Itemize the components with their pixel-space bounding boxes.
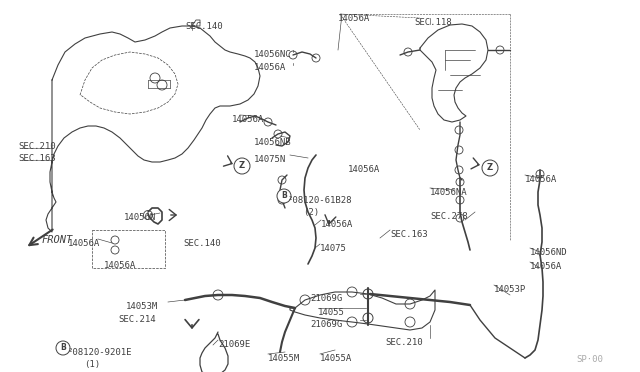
Text: SEC.140: SEC.140 — [183, 239, 221, 248]
Text: 14053P: 14053P — [494, 285, 526, 294]
Text: 14075N: 14075N — [254, 155, 286, 164]
Text: ²08120-61B28: ²08120-61B28 — [288, 196, 353, 205]
Text: 21069G: 21069G — [310, 320, 342, 329]
Text: SEC.214: SEC.214 — [118, 315, 156, 324]
Text: (1): (1) — [84, 360, 100, 369]
Text: FRONT: FRONT — [42, 235, 73, 245]
Text: 14056A: 14056A — [104, 261, 136, 270]
Text: 14056NA: 14056NA — [430, 188, 468, 197]
Text: 14055A: 14055A — [320, 354, 352, 363]
Text: SEC.210: SEC.210 — [18, 142, 56, 151]
Text: 14056A: 14056A — [254, 63, 286, 72]
Text: 21069E: 21069E — [218, 340, 250, 349]
Text: 14056A: 14056A — [530, 262, 563, 271]
Text: 14056NC: 14056NC — [254, 50, 292, 59]
Text: 14055M: 14055M — [268, 354, 300, 363]
Text: SP·00: SP·00 — [576, 355, 603, 364]
Text: SEC.118: SEC.118 — [414, 18, 452, 27]
Text: 14056A: 14056A — [348, 165, 380, 174]
Circle shape — [56, 341, 70, 355]
Text: SEC.140: SEC.140 — [185, 22, 223, 31]
Text: Z: Z — [239, 161, 245, 170]
Text: 14075: 14075 — [320, 244, 347, 253]
Text: SEC.163: SEC.163 — [18, 154, 56, 163]
Text: 14053M: 14053M — [126, 302, 158, 311]
Text: 14056A: 14056A — [68, 239, 100, 248]
Text: 14056NB: 14056NB — [254, 138, 292, 147]
Text: SEC.163: SEC.163 — [390, 230, 428, 239]
Text: (2): (2) — [303, 208, 319, 217]
Text: 21069G: 21069G — [310, 294, 342, 303]
Text: B: B — [60, 343, 66, 353]
Text: SEC.210: SEC.210 — [385, 338, 422, 347]
Text: 14056A: 14056A — [525, 175, 557, 184]
Text: Z: Z — [487, 164, 493, 173]
Text: 14055: 14055 — [318, 308, 345, 317]
Text: 14056A: 14056A — [321, 220, 353, 229]
Text: 14056N: 14056N — [124, 213, 156, 222]
Circle shape — [277, 189, 291, 203]
Text: SEC.278: SEC.278 — [430, 212, 468, 221]
Text: 14056A: 14056A — [338, 14, 371, 23]
Text: 14056ND: 14056ND — [530, 248, 568, 257]
Text: B: B — [281, 192, 287, 201]
Text: 14056A: 14056A — [232, 115, 264, 124]
Text: ²08120-9201E: ²08120-9201E — [68, 348, 132, 357]
